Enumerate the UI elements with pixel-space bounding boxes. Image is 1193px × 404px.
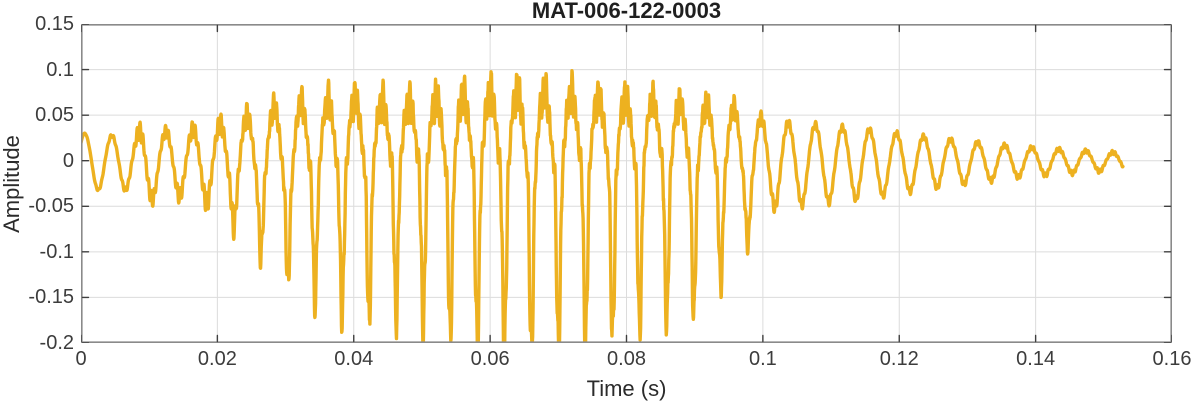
y-tick-label: -0.15 <box>28 286 74 309</box>
waveform-canvas <box>81 24 1172 343</box>
y-tick-label: 0.1 <box>46 58 74 81</box>
y-tick-label: 0.05 <box>35 104 74 127</box>
y-tick-label: 0.15 <box>35 13 74 35</box>
x-tick-label: 0.14 <box>1016 348 1056 370</box>
x-tick-label: 0.12 <box>879 348 919 370</box>
x-tick-label: 0.08 <box>607 348 646 370</box>
y-tick-label: -0.05 <box>28 195 74 218</box>
x-axis-label: Time (s) <box>586 376 667 401</box>
chart-title: MAT-006-122-0003 <box>531 0 722 23</box>
x-tick-label: 0.16 <box>1152 348 1192 370</box>
x-tick-label: 0.06 <box>470 348 510 370</box>
x-tick-label: 0.04 <box>334 348 374 370</box>
x-tick-label: 0.1 <box>748 348 777 370</box>
y-tick-label: -0.1 <box>39 240 74 263</box>
y-tick-label: 0 <box>62 149 74 172</box>
x-tick-label: 0.02 <box>197 348 237 370</box>
x-tick-label: 0 <box>75 348 87 370</box>
plot-area <box>81 24 1172 343</box>
y-tick-label: -0.2 <box>39 332 74 354</box>
